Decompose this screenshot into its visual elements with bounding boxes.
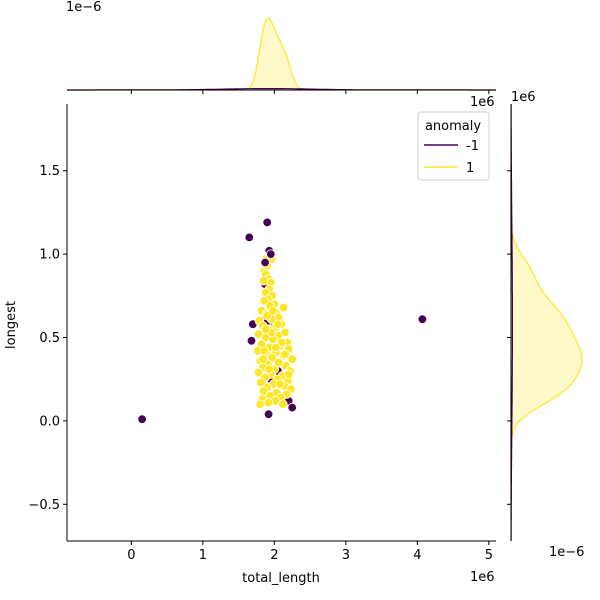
scatter-point-anomaly-minus1 [287,402,297,413]
scatter-point-anomaly-1 [287,354,297,364]
top-marginal-scale-label: 1e−6 [66,0,101,15]
scatter-point-anomaly-1 [264,364,275,374]
scatter-point-anomaly-1 [256,377,266,388]
scatter-point-anomaly-minus1 [246,336,257,346]
scatter-point-anomaly-1 [278,302,289,313]
right-marginal: 1e6 1e−6 [507,90,584,560]
scatter-point-anomaly-1 [278,399,288,409]
x-tick-label: 4 [413,548,421,563]
anomaly-minus1-points-overlay [137,217,428,424]
top-marginal-ticks [130,90,490,94]
scatter-point-anomaly-1 [268,306,278,316]
scatter-point-anomaly-1 [261,324,271,334]
legend-frame [417,111,490,181]
scatter-point-anomaly-1 [271,342,281,353]
scatter-point-anomaly-minus1 [262,217,272,228]
x-tick-label: 5 [485,548,493,563]
y-tick-label: 0.0 [39,414,60,429]
right-marginal-ticks [507,170,511,505]
scatter-point-anomaly-1 [259,346,270,356]
main-plot: 0 1 2 3 4 5 −0.5 0.0 0.5 1.0 1.5 total_length lon… [4,104,496,586]
scatter-point-anomaly-1 [258,354,268,364]
scatter-point-anomaly-1 [263,397,274,408]
y-tick-label: −0.5 [28,498,60,513]
scatter-point-anomaly-minus1 [137,414,147,424]
scatter-point-anomaly-1 [267,352,277,363]
legend-label-1: 1 [466,161,474,176]
scatter-point-anomaly-1 [275,379,285,389]
scatter-point-anomaly-minus1 [417,314,428,324]
top-marginal: 1e−6 1e6 [66,0,496,110]
x-axis-ticks: 0 1 2 3 4 5 [127,541,493,563]
scatter-point-anomaly-minus1 [244,232,255,243]
scatter-point-anomaly-1 [258,276,269,286]
legend: anomaly -1 1 [417,111,490,181]
x-tick-label: 1 [199,548,207,563]
anomaly-1-points [253,254,297,409]
y-axis-ticks: −0.5 0.0 0.5 1.0 1.5 [28,164,67,513]
scatter-point-anomaly-minus1 [263,409,274,419]
scatter-point-anomaly-minus1 [266,249,276,259]
right-kde-yellow-fill [511,104,582,541]
scatter-point-anomaly-1 [273,357,284,368]
y-tick-label: 1.5 [39,164,60,179]
top-marginal-x-scale-label: 1e6 [470,95,495,110]
legend-label-minus1: -1 [466,139,479,154]
y-tick-label: 1.0 [39,248,60,263]
scatter-point-anomaly-1 [280,349,290,359]
scatter-point-anomaly-1 [255,399,265,409]
x-tick-label: 3 [342,548,350,563]
scatter-point-anomaly-1 [253,367,264,378]
scatter-point-anomaly-minus1 [260,257,270,268]
right-marginal-y-scale-label: 1e6 [511,90,536,105]
legend-title: anomaly [425,119,481,134]
y-tick-label: 0.5 [39,331,60,346]
x-tick-label: 2 [270,548,278,563]
x-axis-label: total_length [242,571,320,586]
top-kde-yellow-fill [67,18,496,90]
scatter-point-anomaly-1 [273,319,283,329]
right-marginal-scale-label: 1e−6 [549,545,584,560]
x-tick-label: 0 [127,548,135,563]
x-scale-label: 1e6 [470,570,495,585]
scatter-point-anomaly-1 [284,369,294,379]
y-axis-label: longest [4,301,19,349]
